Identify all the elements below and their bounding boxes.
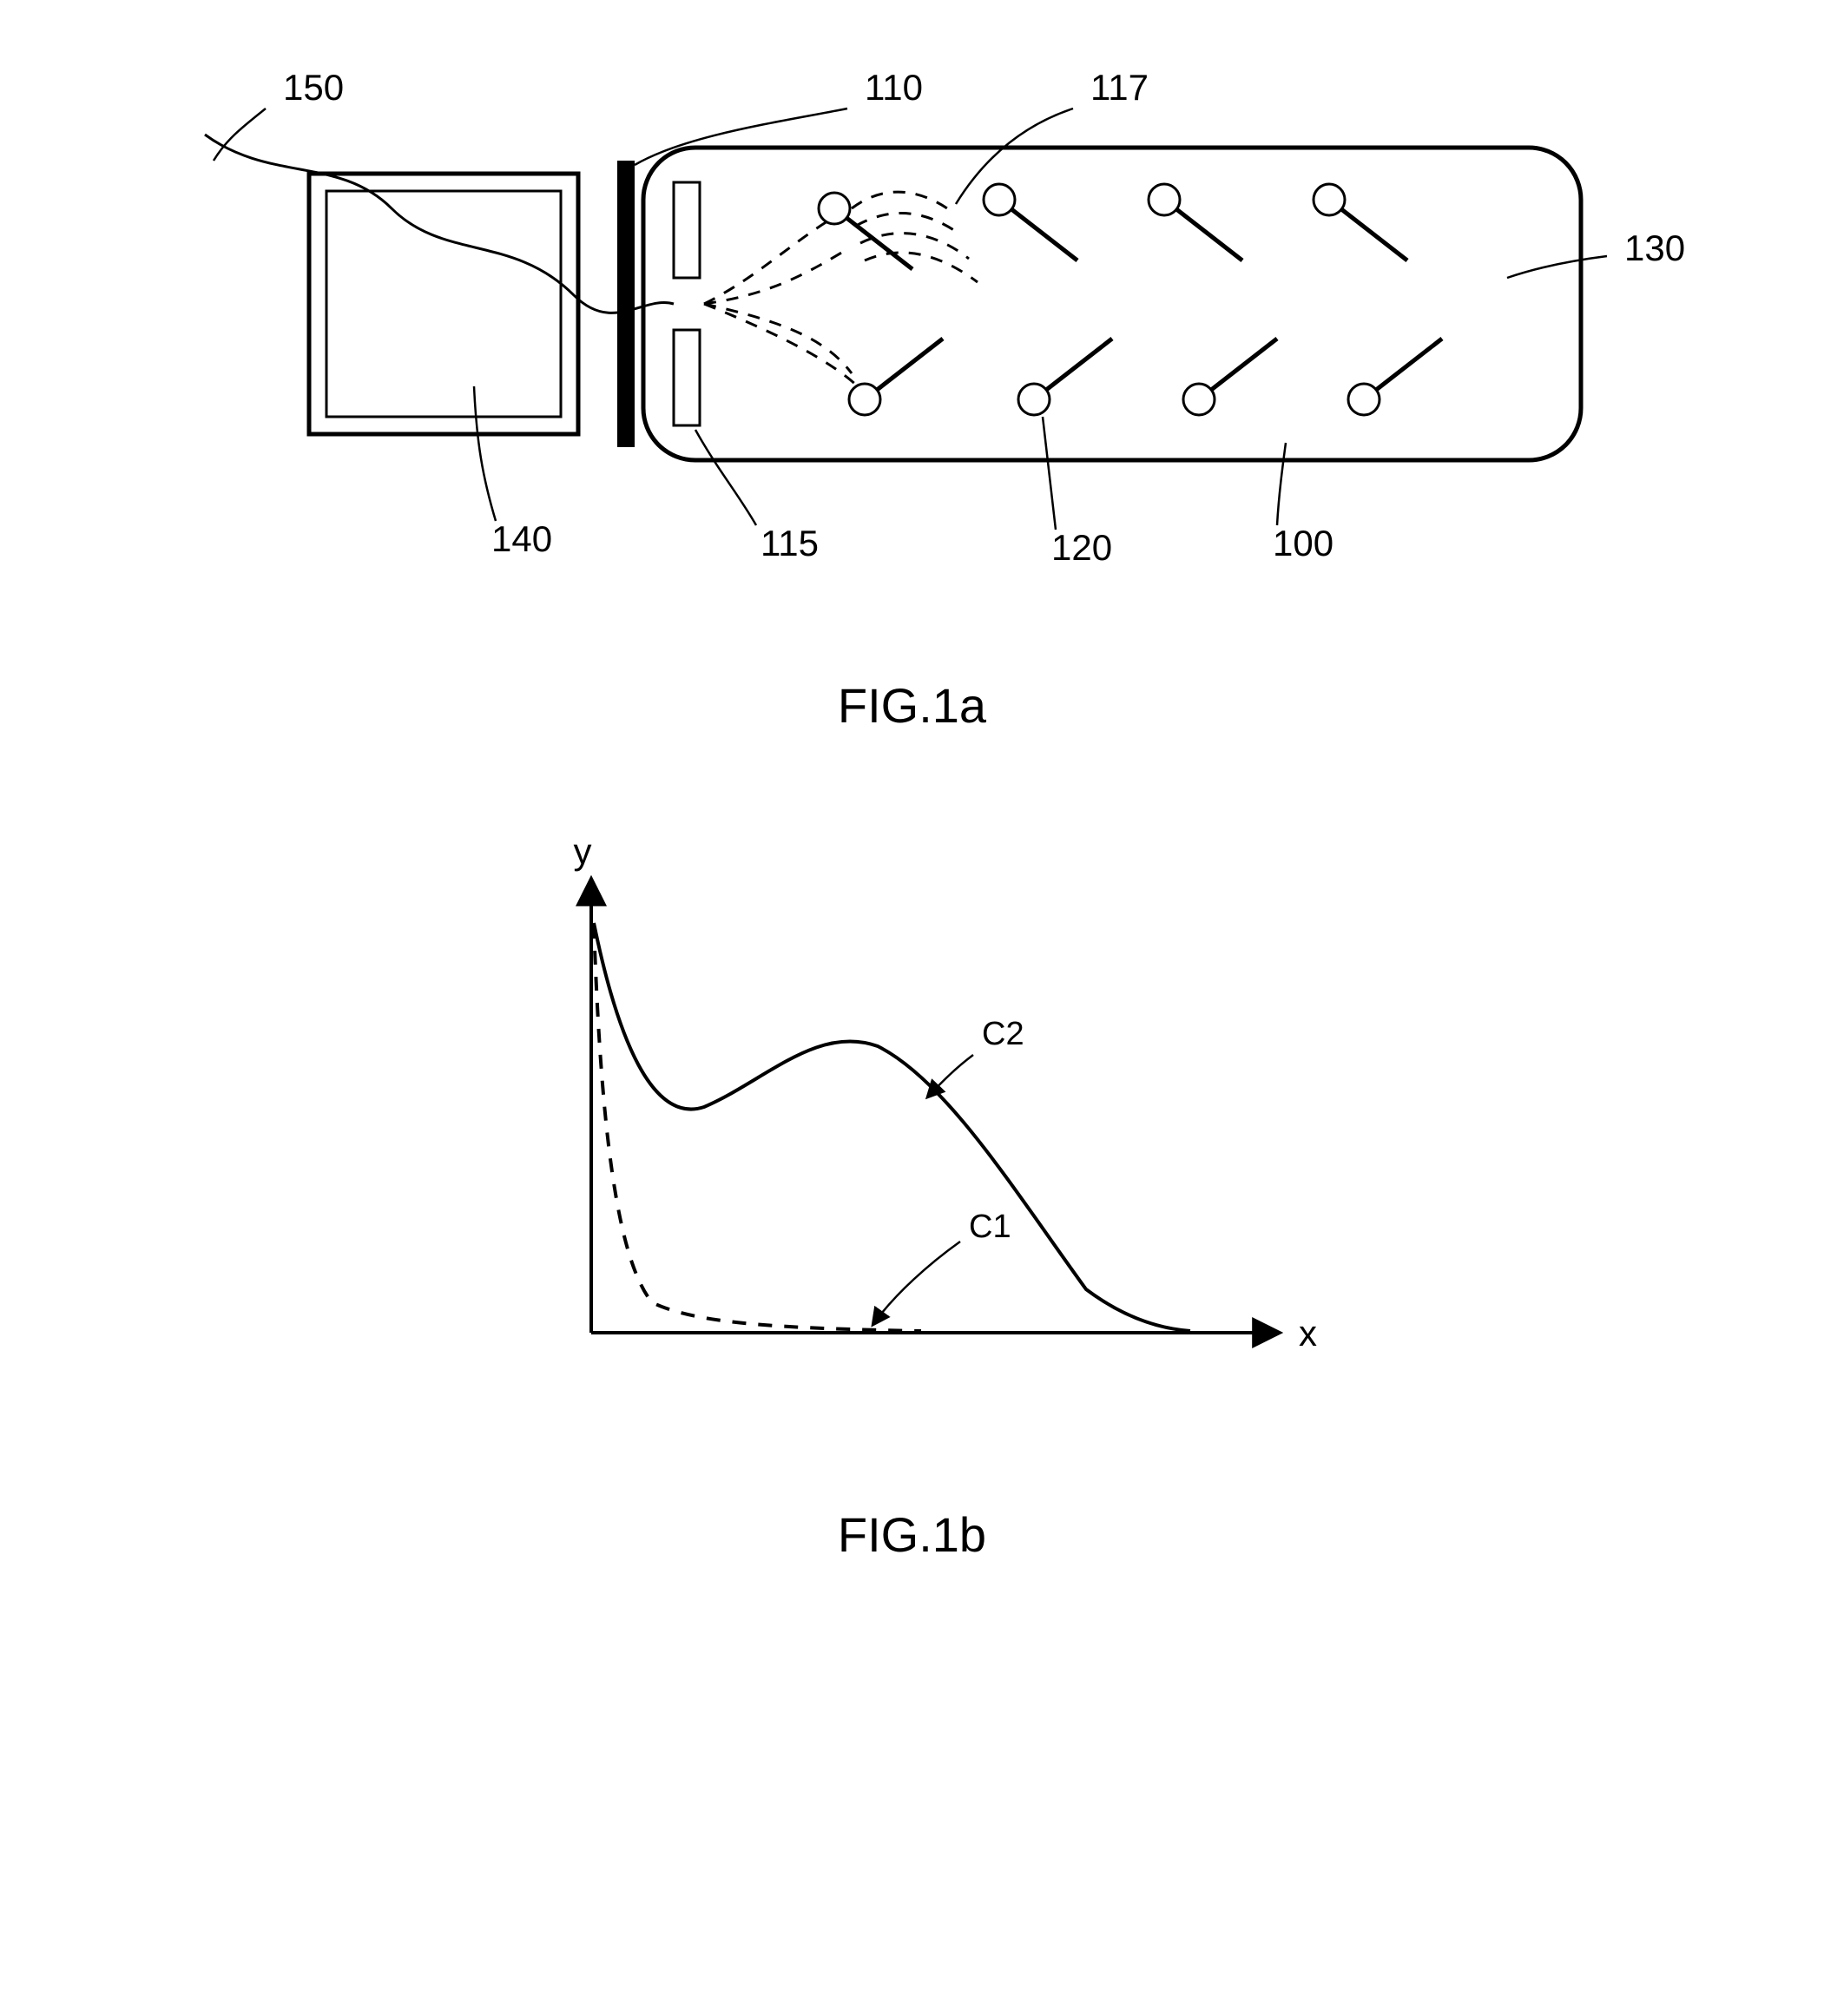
dynode-2 bbox=[1149, 184, 1180, 215]
figure-1a-caption: FIG.1a bbox=[35, 677, 1789, 734]
photocathode-barrier bbox=[617, 161, 635, 447]
source-outer bbox=[309, 174, 578, 434]
dynode-3 bbox=[1314, 184, 1345, 215]
burst-ray-2 bbox=[860, 234, 969, 259]
electron-ray-3 bbox=[704, 304, 858, 386]
leader-130 bbox=[1507, 256, 1607, 278]
dynode-6 bbox=[1183, 384, 1215, 415]
curve-C1 bbox=[594, 925, 921, 1331]
ref-115: 115 bbox=[761, 523, 819, 563]
burst-ray-3 bbox=[865, 253, 978, 282]
series-label-C1: C1 bbox=[969, 1209, 1011, 1245]
dynode-7 bbox=[1348, 384, 1380, 415]
figure-1b: x y C1 C2 bbox=[392, 820, 1433, 1472]
leader-100 bbox=[1277, 443, 1286, 525]
dynode-1 bbox=[984, 184, 1015, 215]
ref-120: 120 bbox=[1051, 527, 1112, 568]
pointer-C1 bbox=[873, 1242, 960, 1324]
dynode-4 bbox=[849, 384, 880, 415]
figure-1a: 150 110 117 130 140 115 120 100 bbox=[131, 35, 1694, 642]
ref-130: 130 bbox=[1624, 227, 1685, 268]
slit-bottom bbox=[674, 330, 700, 425]
burst-ray-0 bbox=[852, 192, 947, 208]
ref-140: 140 bbox=[491, 518, 552, 559]
dynode-5 bbox=[1018, 384, 1050, 415]
leader-115 bbox=[695, 430, 756, 525]
ref-100: 100 bbox=[1273, 523, 1333, 563]
curve-C2 bbox=[594, 923, 1190, 1331]
x-label: x bbox=[1299, 1313, 1317, 1354]
pmt-chamber bbox=[643, 148, 1581, 460]
figure-1b-caption: FIG.1b bbox=[35, 1506, 1789, 1563]
pointer-C2 bbox=[928, 1055, 973, 1097]
ref-150: 150 bbox=[283, 67, 344, 108]
dynode-0 bbox=[819, 193, 850, 224]
burst-ray-1 bbox=[856, 214, 960, 234]
leader-120 bbox=[1043, 417, 1056, 530]
series-label-C2: C2 bbox=[982, 1016, 1024, 1052]
ref-110: 110 bbox=[865, 67, 923, 108]
electron-ray-1 bbox=[704, 252, 843, 304]
ref-117: 117 bbox=[1090, 67, 1149, 108]
leader-117 bbox=[956, 109, 1073, 204]
electron-ray-0 bbox=[704, 217, 834, 304]
y-label: y bbox=[573, 831, 591, 872]
slit-top bbox=[674, 182, 700, 278]
